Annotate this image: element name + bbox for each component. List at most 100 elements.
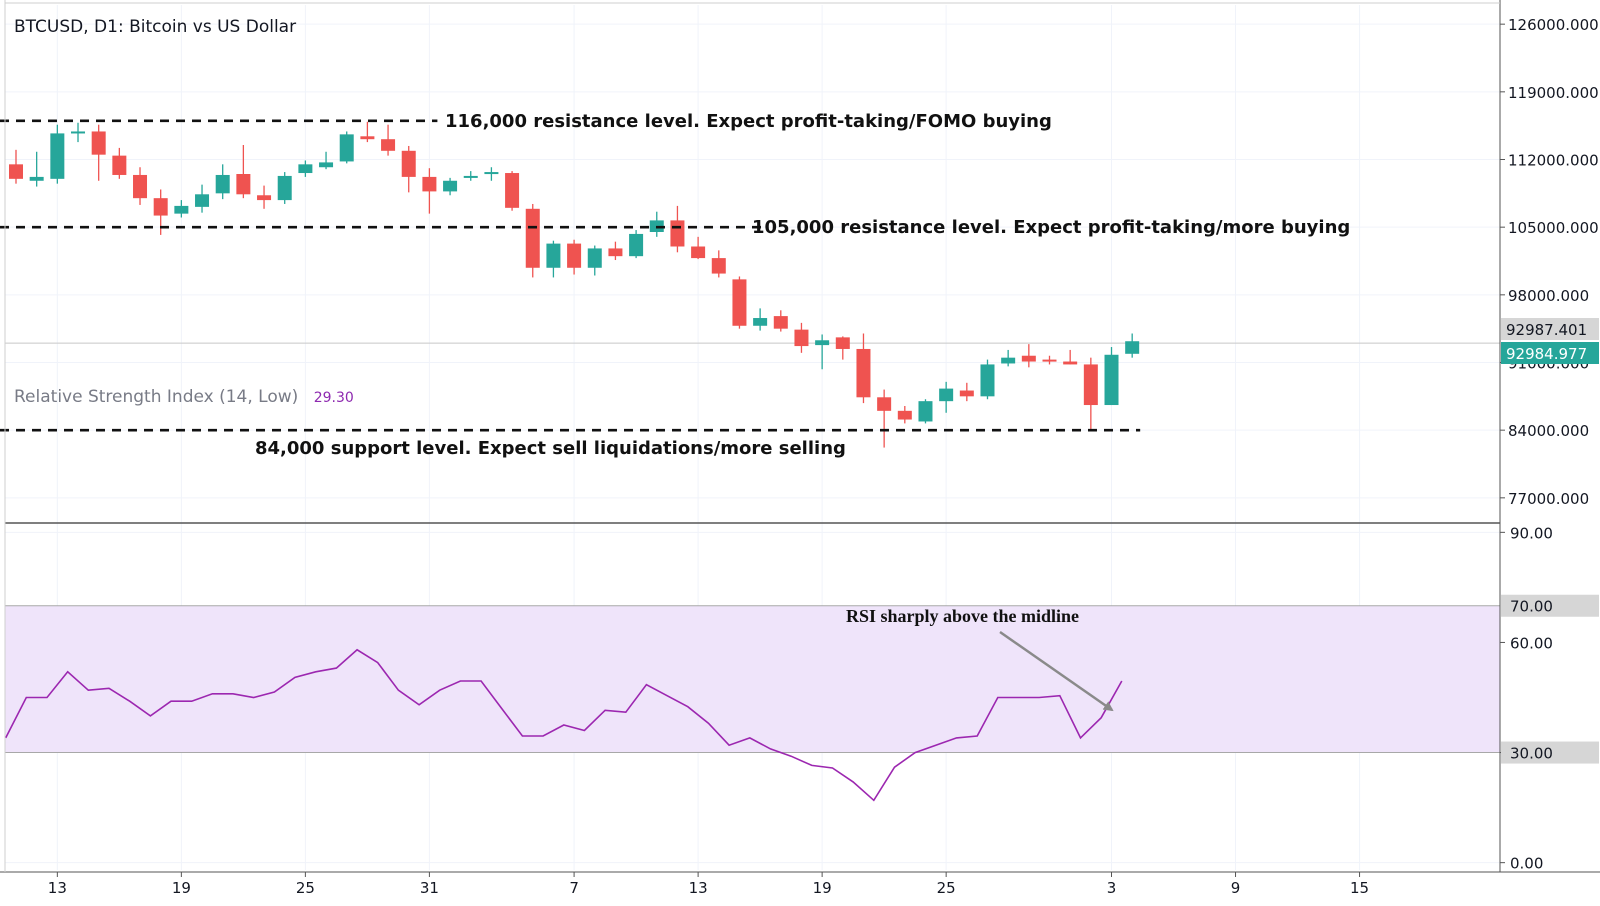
rsi-line	[4, 648, 1123, 802]
rsi-band-badge-label: 70.00	[1510, 598, 1553, 616]
candle-body	[732, 279, 747, 326]
candle-up	[939, 381, 954, 413]
price-badge	[1501, 342, 1599, 364]
price-tick-label: 126000.000	[1508, 16, 1599, 34]
candle-down	[133, 167, 148, 205]
time-tick-label: 19	[172, 879, 191, 897]
candle-up	[753, 308, 768, 331]
candle-body	[360, 136, 375, 140]
candle-down	[91, 124, 106, 181]
candle-body	[546, 243, 561, 268]
candle-body	[1063, 361, 1078, 365]
candle-body	[567, 243, 582, 268]
candle-down	[1063, 349, 1078, 365]
candle-body	[401, 150, 416, 177]
candle-up	[463, 171, 478, 181]
time-tick-label: 7	[569, 879, 579, 897]
candle-body	[463, 175, 478, 178]
candle-up	[980, 359, 995, 400]
candle-body	[711, 258, 726, 274]
rsi-legend-label: Relative Strength Index (14, Low)	[14, 387, 298, 407]
candle-body	[525, 208, 540, 268]
candle-body	[794, 329, 809, 347]
candle-body	[939, 388, 954, 402]
candle-up	[587, 245, 602, 276]
candle-down	[773, 310, 788, 332]
candle-body	[174, 205, 189, 214]
candle-body	[153, 198, 168, 216]
candle-body	[1104, 354, 1119, 406]
candle-body	[753, 318, 768, 326]
candle-up	[1104, 347, 1119, 406]
candle-body	[422, 176, 437, 192]
level-label: 116,000 resistance level. Expect profit-…	[445, 111, 1052, 132]
rsi-tick-label: 0.00	[1510, 855, 1543, 873]
level-label: 105,000 resistance level. Expect profit-…	[752, 217, 1350, 238]
candle-body	[897, 410, 912, 420]
candle-up	[298, 160, 313, 177]
candle-down	[1021, 344, 1036, 368]
candle-body	[50, 133, 65, 179]
candle-down	[1042, 355, 1057, 365]
candle-up	[546, 240, 561, 278]
candle-body	[277, 175, 292, 201]
candle-down	[236, 145, 251, 199]
rsi-annotation: RSI sharply above the midline	[846, 606, 1079, 626]
level-label: 84,000 support level. Expect sell liquid…	[255, 438, 846, 459]
chart-title: BTCUSD, D1: Bitcoin vs US Dollar	[14, 17, 296, 37]
candle-body	[257, 195, 272, 201]
candle-body	[980, 364, 995, 397]
candle-body	[215, 174, 230, 194]
candle-body	[443, 180, 458, 192]
rsi-band-badge-label: 30.00	[1510, 745, 1553, 763]
candle-body	[9, 164, 23, 179]
candle-body	[29, 176, 44, 181]
candle-down	[1083, 357, 1098, 431]
candle-down	[257, 185, 272, 209]
candle-up	[443, 177, 458, 196]
time-tick-label: 19	[813, 879, 832, 897]
rsi-band	[5, 605, 1500, 753]
candle-down	[381, 124, 396, 156]
candle-body	[773, 316, 788, 329]
rsi-legend: Relative Strength Index (14, Low) 29.30	[14, 387, 354, 407]
candle-down	[732, 276, 747, 329]
candle-up	[71, 122, 86, 143]
rsi-annotation-arrow	[999, 630, 1114, 712]
candle-down	[525, 203, 540, 278]
time-tick-label: 3	[1107, 879, 1117, 897]
candle-body	[587, 248, 602, 268]
candle-down	[422, 168, 437, 214]
candle-up	[1001, 349, 1016, 367]
price-pane-background	[0, 0, 1500, 523]
candle-body	[195, 194, 210, 207]
candle-body	[339, 134, 354, 162]
candle-body	[1125, 341, 1140, 354]
candle-up	[50, 124, 65, 184]
price-badge-label: 92987.401	[1506, 321, 1587, 339]
time-tick-label: 13	[48, 879, 67, 897]
candles	[9, 121, 1140, 448]
candle-down	[691, 236, 706, 260]
time-tick-label: 9	[1231, 879, 1241, 897]
candle-body	[629, 233, 644, 257]
time-axis[interactable]: 13 19 25 31 7 13 19 25 3 9 15	[48, 872, 1369, 897]
candle-body	[877, 397, 892, 411]
candle-down	[401, 145, 416, 193]
time-tick-label: 25	[296, 879, 315, 897]
candle-body	[484, 172, 499, 175]
candle-up	[277, 172, 292, 204]
candle-body	[133, 174, 148, 199]
candle-body	[815, 340, 830, 346]
rsi-band-badge	[1501, 594, 1599, 617]
candle-down	[835, 336, 850, 360]
candle-body	[608, 248, 623, 257]
candle-down	[505, 171, 520, 211]
levels: 116,000 resistance level. Expect profit-…	[0, 111, 1350, 459]
time-tick-label: 31	[420, 879, 439, 897]
candle-down	[711, 250, 726, 278]
price-axis[interactable]: 126000.000 119000.000 112000.000 105000.000…	[1500, 16, 1599, 508]
